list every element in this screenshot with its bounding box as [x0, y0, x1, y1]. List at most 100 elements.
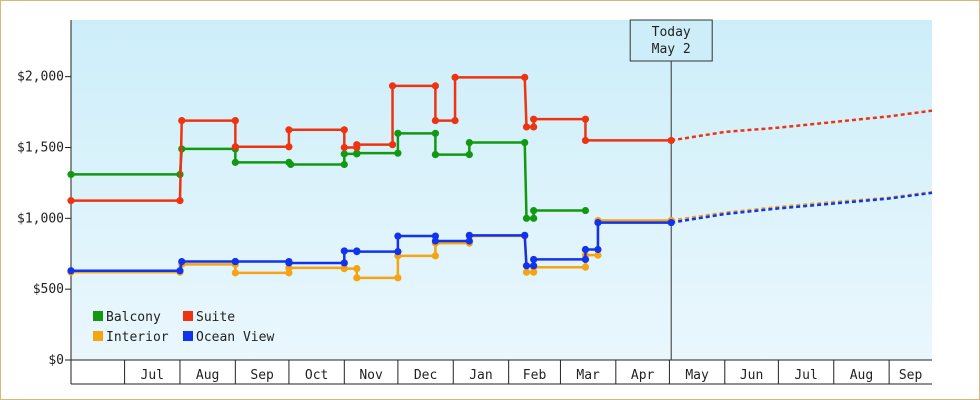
ocean-view-point — [176, 267, 184, 275]
legend-label-interior: Interior — [106, 330, 169, 345]
ocean-view-point — [581, 245, 590, 254]
x-tick-label: Jul — [794, 368, 817, 383]
x-tick-label: Apr — [631, 368, 655, 383]
x-tick-label: Feb — [523, 368, 547, 383]
x-tick-label: Sep — [250, 368, 274, 383]
ocean-view-point — [67, 267, 75, 275]
today-label: Today — [652, 25, 691, 40]
suite-point — [231, 116, 239, 125]
legend-swatch-ocean-view — [183, 331, 193, 341]
ocean-view-point — [521, 231, 529, 239]
suite-point — [431, 116, 440, 125]
x-tick-label: Aug — [850, 368, 873, 383]
plot-area — [71, 20, 932, 360]
interior-point — [522, 268, 531, 276]
balcony-point — [287, 160, 295, 169]
interior-point — [530, 268, 538, 276]
balcony-point — [67, 170, 75, 179]
ocean-view-point — [465, 231, 473, 239]
balcony-point — [394, 129, 402, 137]
x-tick-label: Oct — [305, 368, 328, 383]
x-tick-label: Nov — [359, 368, 383, 383]
balcony-point — [530, 214, 538, 222]
today-date: May 2 — [652, 42, 691, 57]
suite-point — [67, 197, 75, 205]
x-tick-label: Aug — [196, 368, 219, 383]
x-tick-label: May — [685, 368, 709, 383]
y-tick-label: $1,500 — [17, 141, 64, 156]
ocean-view-point — [285, 259, 293, 267]
suite-point — [522, 123, 531, 131]
legend-label-suite: Suite — [196, 310, 235, 325]
ocean-view-point — [231, 257, 239, 266]
legend-label-ocean-view: Ocean View — [196, 330, 274, 345]
suite-point — [530, 123, 538, 131]
legend-swatch-interior — [93, 331, 103, 341]
interior-point — [594, 251, 602, 259]
suite-point — [388, 141, 397, 149]
legend-swatch-suite — [183, 311, 193, 321]
suite-point — [581, 136, 590, 145]
interior-point — [340, 265, 348, 273]
y-tick-label: $2,000 — [17, 70, 64, 85]
ocean-view-point — [178, 257, 186, 266]
interior-line — [71, 219, 672, 280]
suite-point — [353, 141, 361, 149]
suite-forecast-line — [671, 109, 933, 142]
suite-point — [285, 126, 293, 134]
ocean-view-point — [340, 247, 348, 255]
interior-point — [353, 274, 361, 282]
suite-point — [340, 126, 348, 134]
balcony-point — [340, 150, 348, 158]
balcony-point — [431, 129, 440, 137]
ocean-view-point — [594, 218, 602, 227]
interior-point — [231, 269, 239, 277]
ocean-view-point — [522, 262, 531, 270]
ocean-view-point — [340, 259, 348, 267]
x-tick-label: Sep — [899, 368, 923, 383]
interior-point — [394, 274, 402, 282]
x-tick-label: Jul — [141, 368, 164, 383]
x-tick-label: Jan — [469, 368, 492, 383]
legend-swatch-balcony — [93, 311, 103, 321]
balcony-line — [71, 132, 586, 220]
legend-label-balcony: Balcony — [106, 310, 161, 325]
suite-point — [581, 115, 590, 123]
interior-point — [353, 265, 361, 273]
balcony-point — [465, 138, 473, 147]
ocean-view-point — [394, 248, 402, 256]
y-tick-label: $1,000 — [17, 211, 64, 226]
ocean-view-point — [353, 248, 361, 256]
ocean-view-point — [530, 262, 538, 270]
suite-point — [451, 116, 459, 125]
ocean-view-point — [431, 232, 440, 240]
balcony-point — [465, 150, 473, 159]
interior-point — [285, 269, 293, 277]
suite-point — [388, 82, 397, 90]
ocean-view-point — [394, 232, 402, 240]
balcony-point — [431, 150, 440, 159]
y-tick-label: $500 — [33, 282, 64, 297]
ocean-view-point — [431, 237, 440, 245]
suite-point — [451, 73, 459, 81]
balcony-point — [353, 149, 361, 157]
interior-point — [285, 264, 293, 272]
y-tick-label: $0 — [48, 353, 64, 368]
ocean-view-point — [465, 237, 473, 245]
balcony-point — [521, 138, 529, 147]
today-box — [629, 19, 713, 62]
x-tick-label: Dec — [414, 368, 437, 383]
ocean-view-point — [581, 255, 590, 264]
suite-point — [521, 73, 529, 81]
suite-point — [176, 197, 184, 205]
suite-point — [231, 143, 239, 151]
balcony-point — [530, 206, 538, 215]
interior-point — [581, 263, 590, 271]
x-tick-label: Mar — [576, 368, 600, 383]
balcony-point — [581, 206, 590, 215]
suite-point — [178, 116, 186, 125]
suite-point — [431, 82, 440, 90]
interior-point — [431, 252, 440, 260]
ocean-view-point — [530, 255, 538, 264]
